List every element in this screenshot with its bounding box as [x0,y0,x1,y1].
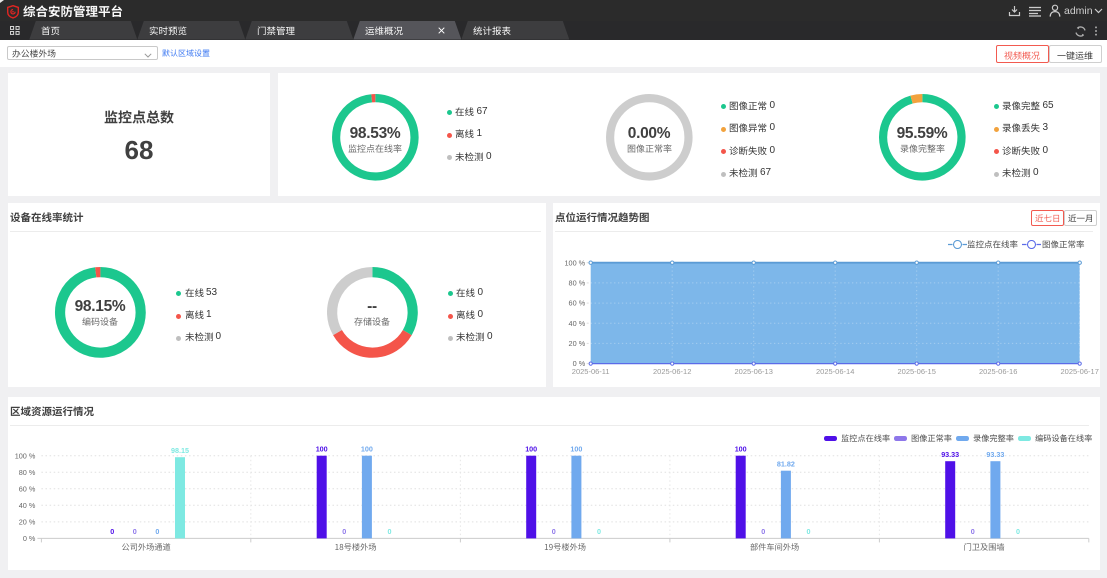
svg-text:0: 0 [552,527,556,536]
svg-text:0: 0 [597,527,601,536]
svg-text:100: 100 [525,444,537,453]
svg-text:93.33: 93.33 [986,450,1004,459]
svg-text:0: 0 [761,527,765,536]
svg-text:60 %: 60 % [569,299,586,308]
svg-text:0: 0 [133,527,137,536]
svg-text:100: 100 [361,444,373,453]
svg-text:0: 0 [110,527,114,536]
svg-text:100: 100 [570,444,582,453]
svg-text:0: 0 [155,527,159,536]
svg-text:2025-06-13: 2025-06-13 [735,367,773,376]
svg-text:0: 0 [971,527,975,536]
svg-text:100: 100 [735,444,747,453]
svg-text:98.15: 98.15 [171,446,189,455]
svg-text:100 %: 100 % [15,451,36,460]
svg-text:2025-06-12: 2025-06-12 [653,367,691,376]
svg-text:100 %: 100 % [564,258,585,267]
svg-text:2025-06-17: 2025-06-17 [1061,367,1099,376]
svg-text:93.33: 93.33 [941,450,959,459]
svg-text:60 %: 60 % [19,484,36,493]
svg-text:40 %: 40 % [569,319,586,328]
svg-text:0 %: 0 % [573,359,586,368]
svg-text:80 %: 80 % [19,468,36,477]
svg-text:100: 100 [316,444,328,453]
svg-text:2025-06-15: 2025-06-15 [898,367,936,376]
svg-text:81.82: 81.82 [777,459,795,468]
svg-text:2025-06-16: 2025-06-16 [979,367,1017,376]
svg-text:0 %: 0 % [23,534,36,543]
svg-text:40 %: 40 % [19,501,36,510]
svg-text:0: 0 [1016,527,1020,536]
svg-text:2025-06-14: 2025-06-14 [816,367,854,376]
svg-text:20 %: 20 % [19,518,36,527]
svg-text:0: 0 [388,527,392,536]
svg-text:0: 0 [342,527,346,536]
svg-text:0: 0 [807,527,811,536]
svg-text:20 %: 20 % [569,339,586,348]
svg-text:80 %: 80 % [569,279,586,288]
svg-text:2025-06-11: 2025-06-11 [572,367,610,376]
